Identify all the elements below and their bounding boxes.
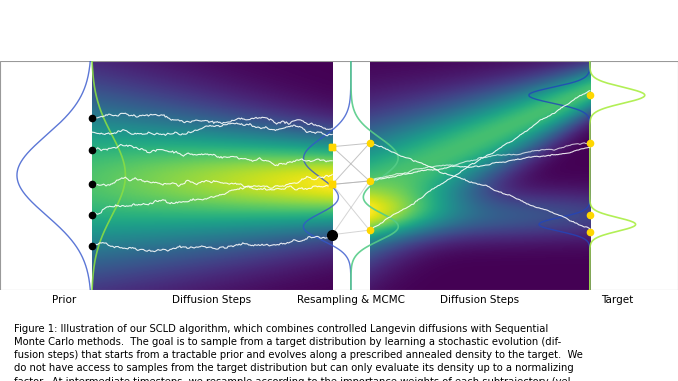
Text: Diffusion Steps: Diffusion Steps	[172, 295, 252, 305]
Text: Target: Target	[601, 295, 633, 305]
Text: Prior: Prior	[52, 295, 77, 305]
Text: Diffusion Steps: Diffusion Steps	[440, 295, 519, 305]
Text: Resampling & MCMC: Resampling & MCMC	[297, 295, 405, 305]
Text: Figure 1: Illustration of our SCLD algorithm, which combines controlled Langevin: Figure 1: Illustration of our SCLD algor…	[14, 324, 582, 381]
